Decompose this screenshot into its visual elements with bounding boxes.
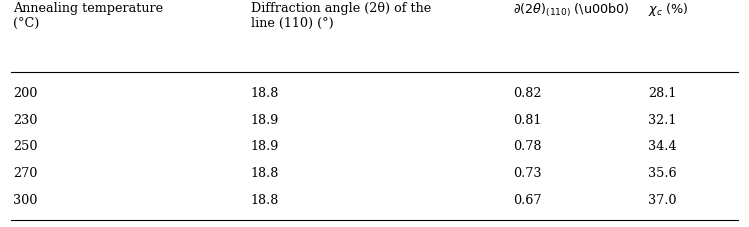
- Text: 37.0: 37.0: [648, 193, 676, 206]
- Text: 18.8: 18.8: [251, 86, 279, 99]
- Text: 32.1: 32.1: [648, 113, 676, 126]
- Text: 270: 270: [13, 167, 38, 180]
- Text: 28.1: 28.1: [648, 86, 676, 99]
- Text: 35.6: 35.6: [648, 167, 676, 180]
- Text: 300: 300: [13, 193, 38, 206]
- Text: $\chi_{c}$ (%): $\chi_{c}$ (%): [648, 1, 688, 18]
- Text: $\partial(2\theta)_{(110)}$ (\u00b0): $\partial(2\theta)_{(110)}$ (\u00b0): [513, 1, 630, 18]
- Text: 250: 250: [13, 140, 38, 153]
- Text: 18.9: 18.9: [251, 113, 279, 126]
- Text: 0.82: 0.82: [513, 86, 542, 99]
- Text: 0.67: 0.67: [513, 193, 542, 206]
- Text: 0.81: 0.81: [513, 113, 542, 126]
- Text: 0.78: 0.78: [513, 140, 542, 153]
- Text: 200: 200: [13, 86, 38, 99]
- Text: 230: 230: [13, 113, 38, 126]
- Text: 0.73: 0.73: [513, 167, 542, 180]
- Text: 18.9: 18.9: [251, 140, 279, 153]
- Text: 34.4: 34.4: [648, 140, 676, 153]
- Text: Annealing temperature
(°C): Annealing temperature (°C): [13, 2, 163, 30]
- Text: 18.8: 18.8: [251, 193, 279, 206]
- Text: 18.8: 18.8: [251, 167, 279, 180]
- Text: Diffraction angle (2θ) of the
line (110) (°): Diffraction angle (2θ) of the line (110)…: [251, 2, 431, 30]
